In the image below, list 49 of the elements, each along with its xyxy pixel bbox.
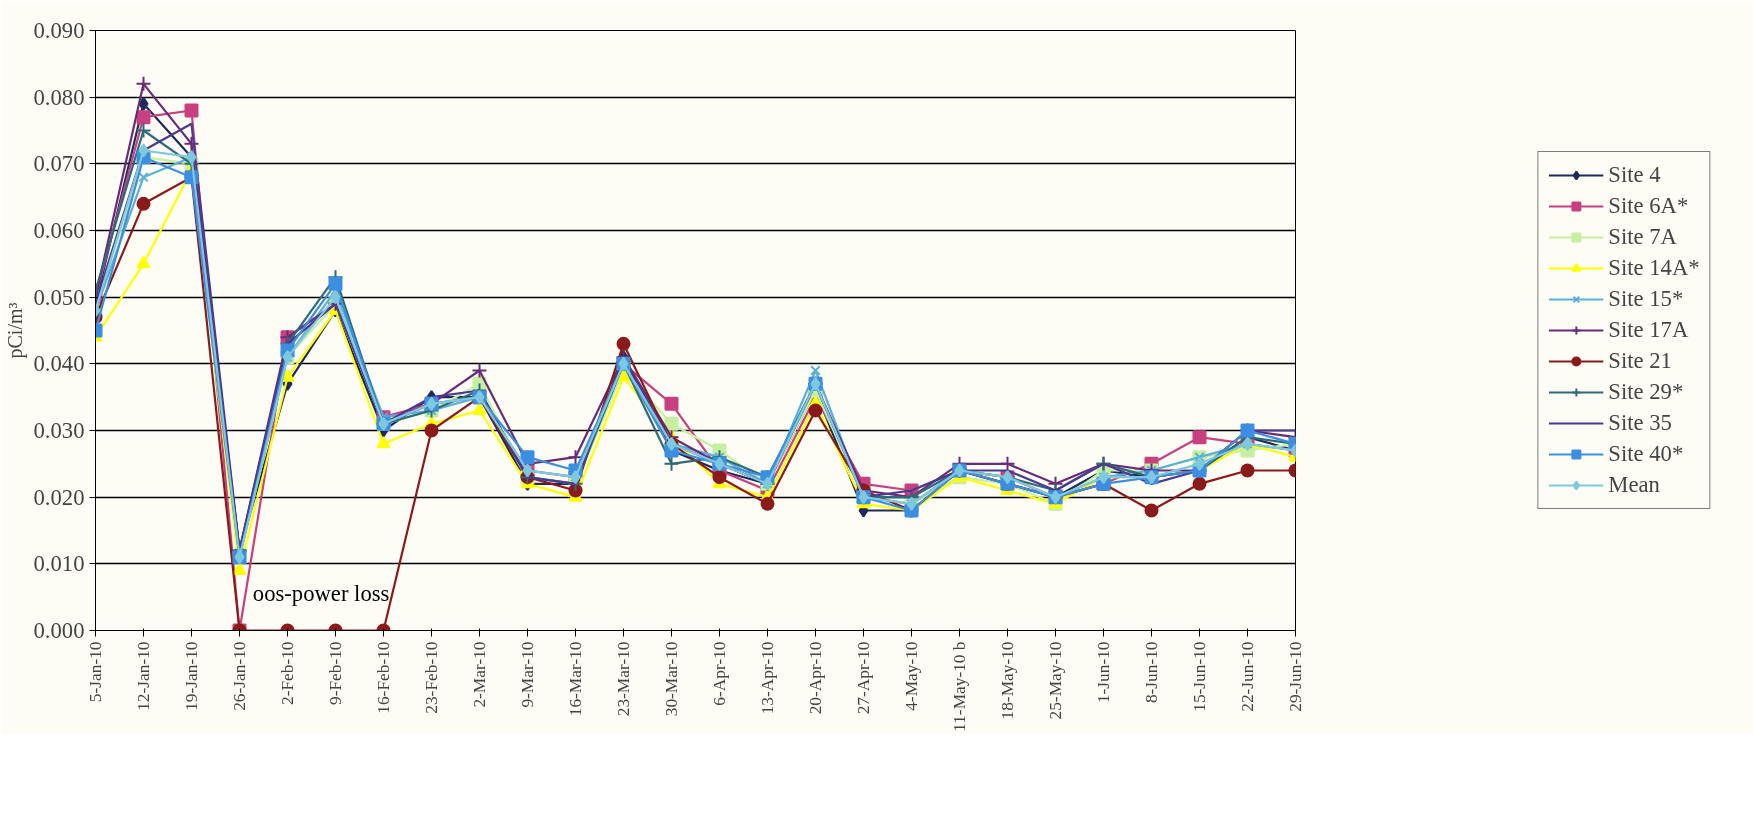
- y-tick-label: 0.040: [33, 351, 85, 377]
- x-tick-label: 16-Mar-10: [566, 641, 585, 717]
- x-tick-label: 2-Mar-10: [470, 641, 489, 708]
- y-tick-label: 0.030: [33, 418, 85, 443]
- legend-label: Site 7A: [1608, 224, 1677, 250]
- y-tick-label: 0.060: [33, 218, 85, 243]
- x-tick-label: 23-Mar-10: [614, 641, 633, 717]
- x-tick-label: 16-Feb-10: [374, 641, 393, 714]
- x-tick-label: 6-Apr-10: [710, 641, 729, 706]
- y-tick-label: 0.090: [33, 18, 85, 43]
- legend-label: Site 15*: [1608, 286, 1684, 312]
- x-tick-label: 4-May-10: [902, 641, 921, 711]
- x-tick-label: 12-Jan-10: [134, 641, 153, 711]
- legend-label: Site 40*: [1608, 441, 1684, 467]
- x-tick-label: 8-Jun-10: [1142, 641, 1161, 704]
- legend-label: Site 29*: [1608, 379, 1684, 405]
- x-tick-label: 27-Apr-10: [854, 641, 873, 715]
- legend-label: Site 21: [1608, 348, 1672, 374]
- y-axis-title: pCi/m³: [3, 302, 27, 359]
- y-tick-label: 0.020: [33, 484, 85, 510]
- legend-label: Site 4: [1608, 162, 1661, 188]
- y-tick-label: 0.000: [33, 618, 85, 643]
- x-tick-label: 25-May-10: [1046, 641, 1065, 720]
- x-tick-label: 15-Jun-10: [1190, 641, 1209, 712]
- x-tick-label: 23-Feb-10: [422, 641, 441, 714]
- x-tick-label: 1-Jun-10: [1094, 641, 1113, 704]
- y-tick-label: 0.010: [33, 551, 85, 577]
- x-tick-label: 22-Jun-10: [1238, 641, 1257, 712]
- y-tick-label: 0.080: [33, 84, 85, 110]
- legend-label: Site 17A: [1608, 317, 1689, 343]
- x-tick-label: 26-Jan-10: [230, 641, 249, 711]
- annotation: oos-power loss: [252, 580, 390, 606]
- legend-label: Site 6A*: [1608, 193, 1689, 219]
- legend-label: Site 14A*: [1608, 255, 1700, 281]
- x-tick-label: 29-Jun-10: [1286, 641, 1305, 712]
- y-tick-label: 0.050: [33, 284, 85, 310]
- x-tick-label: 18-May-10: [998, 641, 1017, 720]
- x-tick-label: 9-Feb-10: [326, 641, 345, 706]
- legend-label: Site 35: [1608, 410, 1672, 436]
- x-tick-label: 5-Jan-10: [86, 641, 105, 703]
- x-tick-label: 19-Jan-10: [182, 641, 201, 711]
- legend-label: Mean: [1608, 472, 1660, 498]
- x-tick-label: 30-Mar-10: [662, 641, 681, 717]
- x-tick-label: 9-Mar-10: [518, 641, 537, 708]
- x-tick-label: 11-May-10 b: [950, 641, 969, 732]
- x-tick-label: 13-Apr-10: [758, 641, 777, 715]
- x-tick-label: 20-Apr-10: [806, 641, 825, 715]
- x-tick-label: 2-Feb-10: [278, 641, 297, 706]
- y-tick-label: 0.070: [33, 151, 85, 177]
